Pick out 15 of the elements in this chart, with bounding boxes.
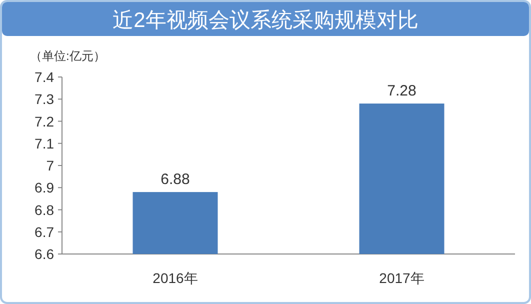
- y-tick-label: 7.3: [34, 91, 54, 108]
- y-tick-label: 7.1: [34, 135, 54, 152]
- y-tick-label: 7.2: [34, 113, 54, 130]
- x-tick-label: 2016年: [152, 270, 198, 286]
- y-tick-label: 6.8: [34, 202, 54, 218]
- y-tick-label: 6.9: [34, 180, 54, 196]
- data-label: 7.28: [387, 82, 416, 100]
- x-tick-label: 2017年: [379, 270, 424, 286]
- y-tick-label: 7: [46, 158, 54, 174]
- chart-title: 近2年视频会议系统采购规模对比: [112, 9, 418, 32]
- y-tick-label: 6.6: [34, 246, 54, 262]
- y-axis-title: （单位:亿元）: [30, 49, 106, 63]
- y-tick-label: 7.4: [34, 69, 54, 85]
- y-tick-label: 6.7: [34, 224, 54, 240]
- data-label: 6.88: [160, 171, 190, 188]
